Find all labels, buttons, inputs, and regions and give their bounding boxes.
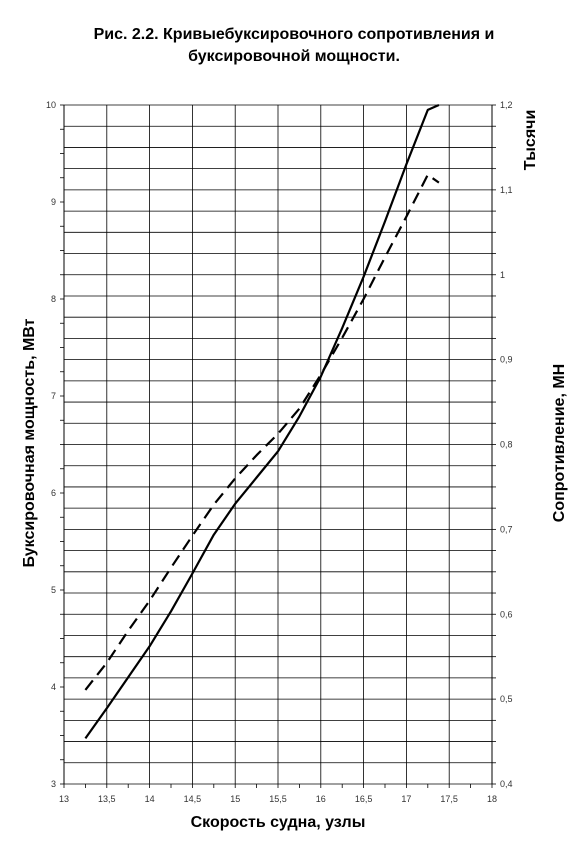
x-tick-label: 14,5	[184, 794, 202, 804]
x-tick-label: 18	[487, 794, 497, 804]
y-right-tick-label: 1	[500, 270, 505, 280]
x-tick-label: 17	[401, 794, 411, 804]
x-tick-label: 13	[59, 794, 69, 804]
y-left-tick-label: 8	[51, 294, 56, 304]
y-right-axis-title: Сопротивление, МН	[551, 364, 568, 522]
chart-title: Рис. 2.2. Кривыебуксировочного сопротивл…	[0, 24, 588, 68]
x-tick-label: 15	[230, 794, 240, 804]
y-right-tick-label: 0,4	[500, 779, 513, 789]
x-tick-label: 15,5	[269, 794, 287, 804]
y-left-tick-label: 7	[51, 391, 56, 401]
y-right-tick-label: 0,6	[500, 609, 513, 619]
y-left-tick-label: 5	[51, 585, 56, 595]
x-tick-label: 16,5	[355, 794, 373, 804]
y-right-tick-label: 0,5	[500, 694, 513, 704]
chart-title-line-1: Рис. 2.2. Кривыебуксировочного сопротивл…	[93, 26, 495, 43]
x-tick-labels: 13 13,5 14 14,5 15 15,5 16 16,5 17 17,5 18	[59, 794, 497, 804]
series-lines	[84, 103, 440, 740]
x-tick-label: 17,5	[440, 794, 458, 804]
y-right-tick-label: 0,7	[500, 524, 513, 534]
y-right-tick-label: 0,9	[500, 355, 513, 365]
y-left-tick-label: 6	[51, 488, 56, 498]
chart-title-line-2: буксировочной мощности.	[188, 48, 400, 65]
x-tick-label: 14	[145, 794, 155, 804]
y-left-tick-labels: 3 4 5 6 7 8 9 10	[46, 100, 56, 789]
x-axis-title: Скорость судна, узлы	[191, 814, 366, 831]
series-line-solid	[84, 103, 440, 740]
x-tick-label: 13,5	[98, 794, 116, 804]
y-left-tick-label: 4	[51, 682, 56, 692]
y-right-tick-label: 0,8	[500, 440, 513, 450]
y-left-axis-title: Буксировочная мощность, МВт	[21, 318, 38, 567]
y-right-axis-multiplier: Тысячи	[522, 110, 539, 171]
y-right-tick-label: 1,1	[500, 185, 513, 195]
y-right-tick-label: 1,2	[500, 100, 513, 110]
x-tick-label: 16	[316, 794, 326, 804]
grid-lines	[60, 104, 496, 788]
y-left-tick-label: 3	[51, 779, 56, 789]
series-line-dashed	[84, 173, 440, 691]
y-left-tick-label: 9	[51, 197, 56, 207]
y-right-tick-labels: 0,4 0,5 0,6 0,7 0,8 0,9 1 1,1 1,2	[500, 100, 513, 789]
y-left-tick-label: 10	[46, 100, 56, 110]
